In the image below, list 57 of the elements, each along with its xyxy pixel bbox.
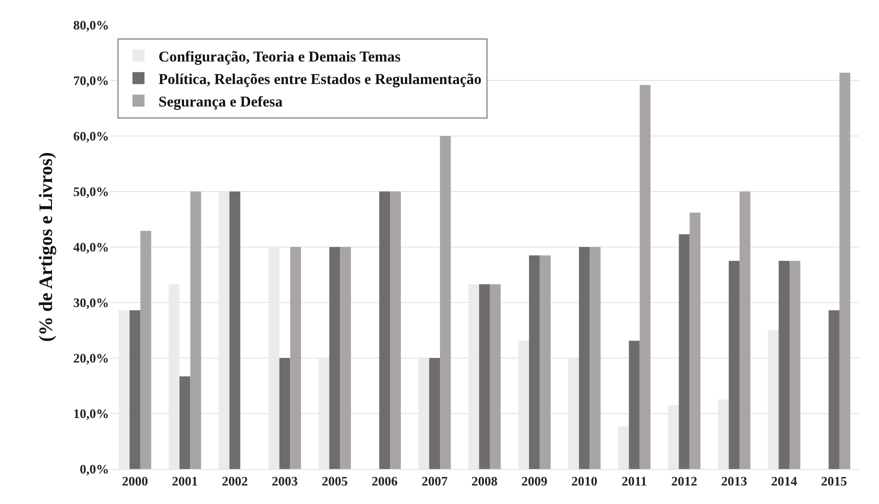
bar <box>130 310 140 469</box>
bar <box>279 358 290 469</box>
x-tick-label: 2010 <box>571 474 598 489</box>
legend-label: Política, Relações entre Estados e Regulamentação <box>158 72 482 88</box>
x-tick-label: 2008 <box>472 474 498 489</box>
bar <box>190 192 202 469</box>
bar <box>540 255 551 469</box>
y-tick-label: 50,0% <box>73 184 109 200</box>
bar <box>390 192 401 469</box>
y-tick-label: 40,0% <box>73 240 109 255</box>
y-tick-label: 60,0% <box>73 128 109 144</box>
bar <box>839 72 850 469</box>
bar <box>379 192 390 469</box>
bar <box>340 247 351 469</box>
bar <box>740 192 750 469</box>
bar <box>529 255 540 469</box>
y-axis-title: (% de Artigos e Livros) <box>36 152 58 342</box>
bar <box>140 230 152 469</box>
x-tick-label: 2003 <box>272 474 298 489</box>
x-tick-label: 2012 <box>671 474 698 489</box>
y-tick-label: 30,0% <box>73 295 109 310</box>
bar <box>628 340 640 469</box>
bar <box>290 247 301 469</box>
x-tick-label: 2014 <box>771 474 798 489</box>
bar <box>490 284 501 469</box>
y-tick-label: 0,0% <box>80 462 109 477</box>
x-tick-label: 2011 <box>622 474 647 489</box>
bar <box>578 247 590 469</box>
bar <box>790 260 800 469</box>
bar <box>590 247 601 469</box>
bar <box>690 212 700 469</box>
bar <box>229 192 240 469</box>
y-tick-label: 10,0% <box>73 406 109 422</box>
bar <box>479 284 490 469</box>
bar <box>440 136 451 469</box>
x-tick-label: 2009 <box>521 474 548 489</box>
y-tick-label: 80,0% <box>73 18 109 33</box>
legend-label: Segurança e Defesa <box>158 94 284 110</box>
bar <box>429 358 440 469</box>
y-tick-label: 20,0% <box>73 350 109 366</box>
x-tick-label: 2000 <box>122 474 148 489</box>
x-tick-label: 2005 <box>322 474 348 489</box>
bar <box>678 234 690 469</box>
bar <box>828 310 840 469</box>
x-tick-label: 2013 <box>721 474 748 489</box>
bar <box>329 247 340 469</box>
x-tick-label: 2006 <box>372 474 398 489</box>
bar <box>728 260 740 469</box>
y-tick-label: 70,0% <box>73 73 109 88</box>
x-tick-label: 2001 <box>172 474 198 489</box>
bar <box>778 260 790 469</box>
x-tick-label: 2007 <box>422 474 448 489</box>
bar <box>179 376 190 469</box>
legend-label: Configuração, Teoria e Demais Temas <box>158 49 401 66</box>
x-tick-label: 2002 <box>222 474 248 489</box>
bar <box>640 84 651 469</box>
x-tick-label: 2015 <box>821 474 848 489</box>
